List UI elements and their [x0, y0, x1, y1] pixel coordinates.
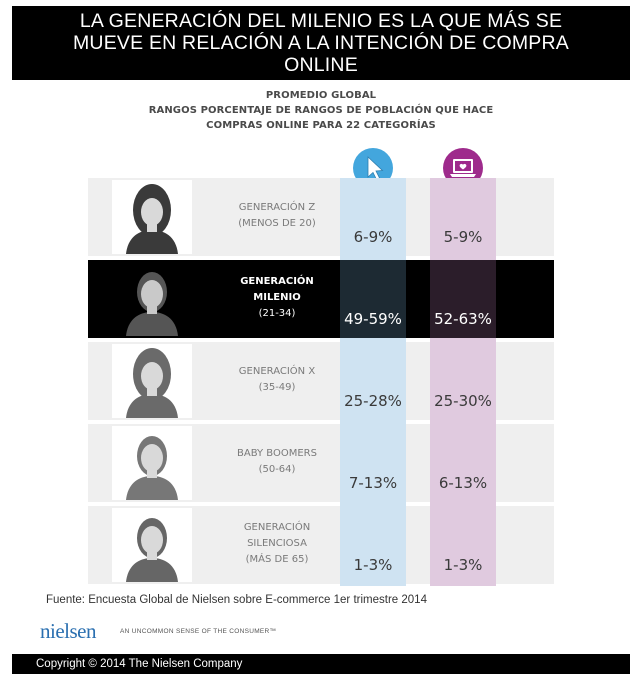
- generation-row: GENERACIÓN SILENCIOSA (MÁS DE 65) 1-3% 1-3%: [88, 506, 554, 584]
- copyright-text: Copyright © 2014 The Nielsen Company: [36, 658, 243, 670]
- value-laptop-column: 6-13%: [438, 474, 488, 492]
- generation-label-line: (21-34): [258, 308, 296, 319]
- title-line-2: MUEVE EN RELACIÓN A LA INTENCIÓN DE COMP…: [72, 32, 569, 54]
- title-banner: LA GENERACIÓN DEL MILENIO ES LA QUE MÁS …: [12, 6, 630, 80]
- generation-label-line: (MÁS DE 65): [245, 554, 309, 565]
- column-a-highlight: [340, 260, 406, 338]
- generation-row: GENERACIÓN X (35-49) 25-28% 25-30%: [88, 342, 554, 420]
- generation-label: GENERACIÓN Z (MENOS DE 20): [222, 200, 332, 232]
- column-b-cell: [430, 506, 496, 584]
- value-cursor-column: 6-9%: [353, 228, 393, 246]
- value-cursor-column: 1-3%: [353, 556, 393, 574]
- value-laptop-column: 1-3%: [443, 556, 483, 574]
- nielsen-logo: nielsen: [40, 619, 96, 643]
- chart-panel: PROMEDIO GLOBAL RANGOS PORCENTAJE DE RAN…: [88, 80, 554, 586]
- generation-portrait: [112, 508, 192, 582]
- generation-label-line: (50-64): [258, 464, 296, 475]
- column-b-highlight: [430, 260, 496, 338]
- column-a-cell: [340, 506, 406, 584]
- column-a-cell: [340, 178, 406, 256]
- title-line-3: ONLINE: [284, 54, 358, 76]
- generation-portrait: [112, 180, 192, 254]
- generation-label-line: BABY BOOMERS: [237, 448, 317, 459]
- column-b-cell: [430, 178, 496, 256]
- copyright-bar: Copyright © 2014 The Nielsen Company: [12, 654, 630, 674]
- generation-label-line: GENERACIÓN X: [238, 366, 316, 377]
- generation-row: BABY BOOMERS (50-64) 7-13% 6-13%: [88, 424, 554, 502]
- value-cursor-column: 49-59%: [344, 310, 402, 328]
- subhead-line-3: COMPRAS ONLINE PARA 22 CATEGORÍAS: [206, 120, 436, 131]
- generation-label-line: (MENOS DE 20): [238, 218, 316, 229]
- generation-label-line: GENERACIÓN Z: [238, 202, 316, 213]
- generation-label-line: GENERACIÓN: [240, 276, 314, 287]
- generation-portrait: [112, 344, 192, 418]
- subhead-line-1: PROMEDIO GLOBAL: [265, 90, 377, 101]
- nielsen-logo-row: nielsen AN UNCOMMON SENSE OF THE CONSUME…: [40, 619, 360, 643]
- subhead-line-2: RANGOS PORCENTAJE DE RANGOS DE POBLACIÓN…: [148, 105, 494, 116]
- generation-label-line: MILENIO: [253, 292, 301, 303]
- generation-row: GENERACIÓN MILENIO (21-34) 49-59% 52-63%: [88, 260, 554, 338]
- generation-portrait: [112, 262, 192, 336]
- generation-row: GENERACIÓN Z (MENOS DE 20) 6-9% 5-9%: [88, 178, 554, 256]
- value-laptop-column: 5-9%: [443, 228, 483, 246]
- column-b-cell: [430, 342, 496, 420]
- value-cursor-column: 25-28%: [344, 392, 402, 410]
- column-a-cell: [340, 342, 406, 420]
- chart-subheading: PROMEDIO GLOBAL RANGOS PORCENTAJE DE RAN…: [88, 88, 554, 133]
- column-b-cell: [430, 424, 496, 502]
- generation-label-line: (35-49): [258, 382, 296, 393]
- value-cursor-column: 7-13%: [348, 474, 398, 492]
- nielsen-tagline: AN UNCOMMON SENSE OF THE CONSUMER™: [120, 628, 277, 635]
- generation-label-line: SILENCIOSA: [247, 538, 307, 549]
- generation-label: BABY BOOMERS (50-64): [222, 446, 332, 478]
- generation-label: GENERACIÓN X (35-49): [222, 364, 332, 396]
- source-note: Fuente: Encuesta Global de Nielsen sobre…: [46, 594, 427, 606]
- generation-label: GENERACIÓN SILENCIOSA (MÁS DE 65): [222, 520, 332, 568]
- generation-label-line: GENERACIÓN: [243, 522, 311, 533]
- value-laptop-column: 52-63%: [434, 310, 492, 328]
- title-line-1: LA GENERACIÓN DEL MILENIO ES LA QUE MÁS …: [79, 10, 563, 32]
- value-laptop-column: 25-30%: [434, 392, 492, 410]
- generation-portrait: [112, 426, 192, 500]
- column-a-cell: [340, 424, 406, 502]
- generation-label: GENERACIÓN MILENIO (21-34): [222, 274, 332, 322]
